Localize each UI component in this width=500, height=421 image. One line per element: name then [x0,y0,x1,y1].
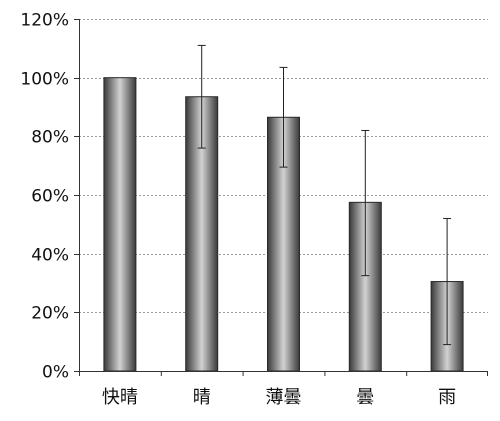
y-tick-label: 100% [20,70,69,90]
labels: 0% 20% 40% 60% 80% 100% 120% 快晴 晴 薄曇 曇 雨 [20,11,456,409]
error-bar [361,129,370,277]
error-bar [197,44,206,149]
y-tick-label: 60% [31,187,69,207]
y-tick-label: 80% [31,128,69,148]
y-tick-label: 0% [42,363,69,383]
axes [74,19,488,376]
category-label: 雨 [438,387,456,408]
category-label: 曇 [356,387,374,408]
error-bars [197,44,452,346]
error-bar [279,66,288,168]
bar [103,77,137,372]
category-label: 薄曇 [266,387,302,408]
error-bar [443,217,452,346]
y-tick-label: 120% [20,11,69,31]
y-tick-label: 20% [31,304,69,324]
category-label: 快晴 [102,387,138,408]
y-tick-label: 40% [31,246,69,266]
category-label: 晴 [193,387,211,408]
